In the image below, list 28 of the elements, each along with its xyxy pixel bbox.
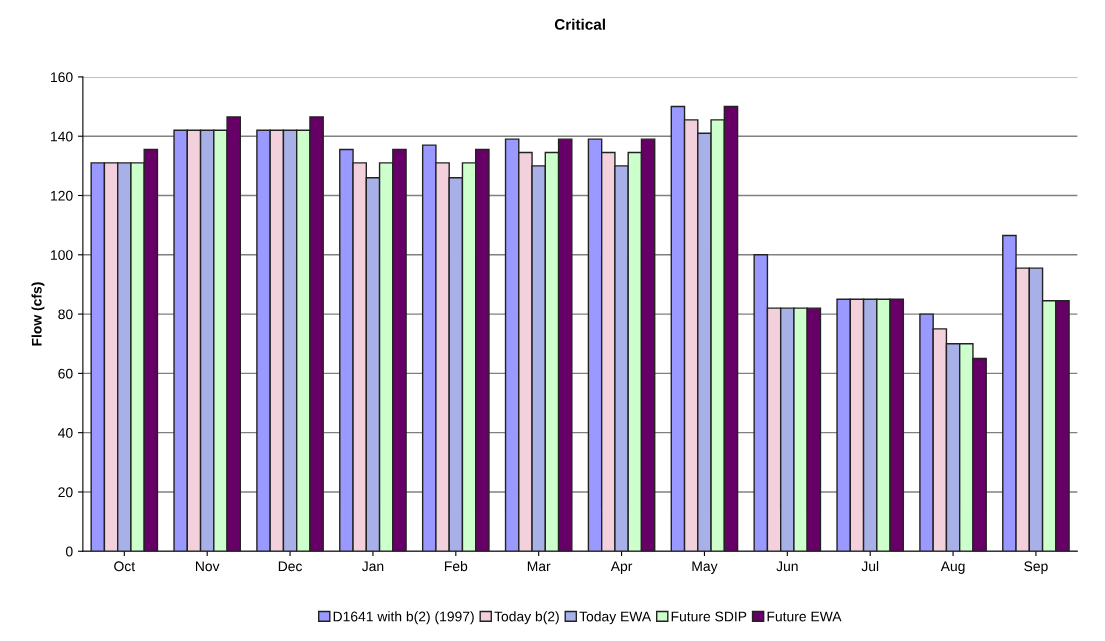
y-tick-label: 120 bbox=[51, 190, 73, 201]
x-tick-label: Sep bbox=[1024, 561, 1048, 574]
x-tick-label: Feb bbox=[444, 560, 468, 572]
y-tick-label: 140 bbox=[51, 131, 73, 142]
x-tick-label: Aug bbox=[940, 561, 965, 574]
legend-label: D1641 with b(2) (1997) bbox=[333, 611, 474, 625]
chart-title: Critical bbox=[554, 18, 605, 30]
x-tick-label: Nov bbox=[195, 561, 220, 572]
legend-label: Future EWA bbox=[767, 611, 842, 622]
y-tick-label: 40 bbox=[58, 428, 73, 438]
y-tick-label: 20 bbox=[58, 487, 73, 498]
x-tick-label: Jul bbox=[861, 560, 879, 572]
y-tick-label: 0 bbox=[65, 546, 73, 557]
y-tick-label: 160 bbox=[51, 72, 73, 83]
legend-label: Future SDIP bbox=[671, 611, 747, 622]
x-tick-label: Apr bbox=[610, 561, 633, 574]
x-tick-label: Oct bbox=[114, 561, 136, 572]
x-tick-label: May bbox=[692, 561, 718, 574]
y-tick-label: 100 bbox=[51, 250, 73, 260]
x-tick-label: Jan bbox=[361, 561, 384, 572]
y-tick-label: 80 bbox=[58, 309, 73, 320]
y-axis-title: Flow (cfs) bbox=[31, 282, 45, 346]
legend-label: Today EWA bbox=[579, 611, 652, 625]
legend-label: Today b(2) bbox=[494, 611, 559, 625]
x-tick-label: Jun bbox=[776, 561, 798, 572]
y-tick-label: 60 bbox=[58, 368, 73, 379]
x-tick-label: Mar bbox=[527, 561, 551, 572]
x-tick-label: Dec bbox=[278, 561, 303, 572]
